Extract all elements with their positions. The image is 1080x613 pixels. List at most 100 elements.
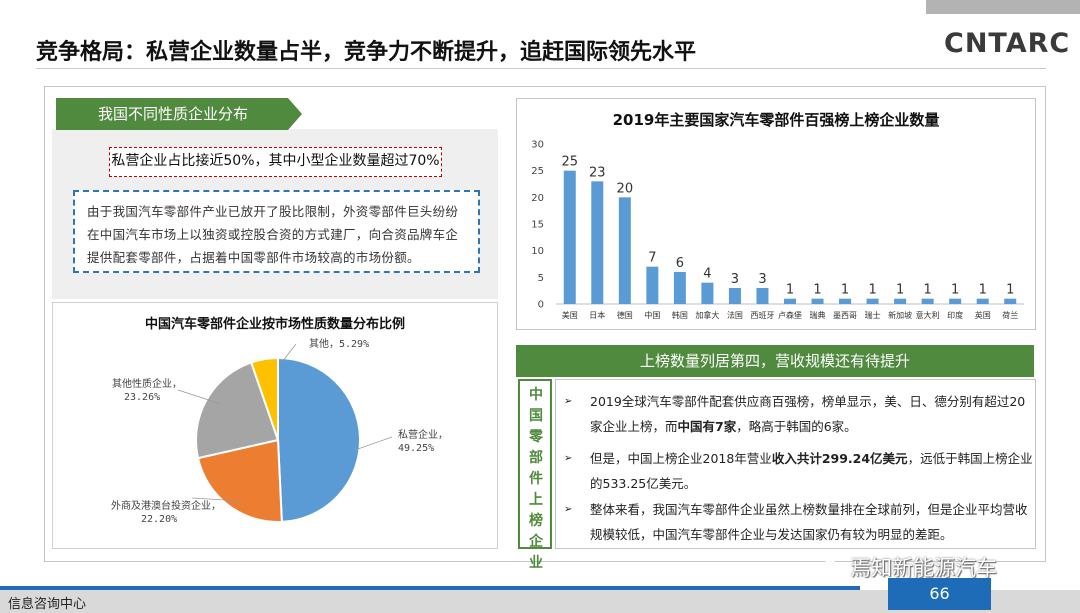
bar-category-label-9: 瑞典 bbox=[810, 310, 826, 320]
bar-value-label-5: 4 bbox=[703, 267, 711, 282]
pie-slice-1 bbox=[196, 438, 283, 523]
bar-y-tick-0: 0 bbox=[538, 300, 544, 311]
bar-4 bbox=[673, 272, 686, 304]
cntarc-logo: CNTARC bbox=[944, 28, 1071, 59]
bar-category-label-0: 美国 bbox=[562, 310, 578, 320]
pie-label-other-value: 5.29% bbox=[339, 339, 370, 350]
watermark: 焉知新能源汽车 bbox=[822, 552, 997, 582]
bar-y-tick-6: 30 bbox=[531, 140, 544, 151]
bar-value-label-15: 1 bbox=[979, 283, 987, 298]
bar-category-label-10: 墨西哥 bbox=[833, 311, 857, 320]
bar-value-label-8: 1 bbox=[786, 283, 794, 298]
bar-1 bbox=[591, 181, 604, 304]
bullet-3-text: 整体来看，我国汽车零部件企业虽然上榜数量排在全球前列，但是企业平均营收规模较低，… bbox=[590, 502, 1028, 542]
pie-label-other-nature-value: 23.26% bbox=[124, 392, 161, 403]
bar-value-label-12: 1 bbox=[896, 283, 904, 298]
bar-chart-title: 2019年主要国家汽车零部件百强榜上榜企业数量 bbox=[612, 111, 940, 129]
bar-category-label-14: 印度 bbox=[947, 310, 963, 320]
bar-6 bbox=[728, 288, 741, 304]
bar-value-label-14: 1 bbox=[951, 283, 959, 298]
pie-label-other-nature: 其他性质企业， 23.26% bbox=[112, 378, 182, 404]
bullet-1-text: 2019全球汽车零部件配套供应商百强榜，榜单显示，美、日、德分别有超过20家企业… bbox=[590, 394, 1026, 434]
ranking-banner: 上榜数量列居第四，营收规模还有待提升 bbox=[516, 345, 1034, 377]
vertical-label-box bbox=[518, 379, 552, 549]
bar-value-label-16: 1 bbox=[1006, 283, 1014, 298]
bar-value-label-6: 3 bbox=[731, 272, 739, 287]
bar-value-label-13: 1 bbox=[924, 283, 932, 298]
bullet-item-1: ➢ 2019全球汽车零部件配套供应商百强榜，榜单显示，美、日、德分别有超过20家… bbox=[564, 389, 1034, 439]
page-number: 66 bbox=[888, 578, 991, 610]
bar-category-label-16: 荷兰 bbox=[1002, 310, 1018, 320]
bar-category-label-11: 瑞士 bbox=[865, 310, 881, 320]
bar-category-label-7: 西班牙 bbox=[750, 310, 774, 320]
bullets-box bbox=[555, 379, 1036, 549]
bar-y-tick-1: 5 bbox=[538, 273, 544, 284]
bar-10 bbox=[839, 298, 852, 304]
pie-label-foreign-name: 外商及港澳台投资企业， bbox=[111, 501, 221, 512]
bar-7 bbox=[756, 288, 769, 304]
bullet-item-3: ➢ 整体来看，我国汽车零部件企业虽然上榜数量排在全球前列，但是企业平均营收规模较… bbox=[564, 497, 1034, 547]
bar-value-label-7: 3 bbox=[758, 272, 766, 287]
footer-bar bbox=[0, 590, 1080, 613]
bar-15 bbox=[976, 298, 989, 304]
bar-value-label-0: 25 bbox=[561, 155, 578, 170]
bullet-2-text-end: ，远低于韩国上榜企业的533.25亿美元。 bbox=[590, 451, 1033, 491]
bar-3 bbox=[646, 266, 659, 304]
bar-2 bbox=[618, 197, 631, 304]
pie-leader-line-0 bbox=[354, 436, 393, 451]
highlight-callout: 私营企业占比接近50%，其中小型企业数量超过70% bbox=[109, 147, 442, 177]
wechat-icon bbox=[822, 560, 844, 577]
watermark-text: 焉知新能源汽车 bbox=[850, 556, 997, 580]
bar-8 bbox=[784, 298, 796, 304]
bar-category-label-1: 日本 bbox=[589, 310, 605, 320]
bar-value-label-9: 1 bbox=[813, 283, 821, 298]
bar-y-tick-5: 25 bbox=[531, 166, 544, 177]
bullet-arrow-icon: ➢ bbox=[564, 396, 573, 407]
bar-9 bbox=[811, 298, 824, 304]
pie-chart bbox=[177, 343, 393, 523]
bar-category-label-3: 中国 bbox=[644, 310, 660, 320]
bar-16 bbox=[1004, 298, 1017, 304]
footer-org-name: 信息咨询中心 bbox=[8, 597, 87, 612]
pie-chart-title: 中国汽车零部件企业按市场性质数量分布比例 bbox=[144, 317, 405, 332]
bar-category-label-5: 加拿大 bbox=[695, 310, 719, 320]
bar-category-label-12: 新加坡 bbox=[888, 310, 912, 320]
bar-value-label-11: 1 bbox=[868, 283, 876, 298]
pie-slice-3 bbox=[249, 356, 279, 441]
title-divider bbox=[36, 68, 1046, 69]
bar-value-label-1: 23 bbox=[589, 165, 606, 180]
pie-label-other: 其他，5.29% bbox=[309, 338, 369, 351]
pie-leader-line-1 bbox=[191, 497, 243, 502]
footer-blue-line bbox=[0, 586, 860, 590]
bar-0 bbox=[563, 170, 576, 304]
pie-slice-0 bbox=[277, 356, 361, 523]
bar-14 bbox=[949, 298, 962, 304]
bar-category-label-8: 卢森堡 bbox=[778, 310, 802, 320]
bar-y-tick-4: 20 bbox=[531, 193, 544, 204]
bar-value-label-4: 6 bbox=[676, 256, 684, 271]
bar-5 bbox=[701, 282, 714, 304]
description-box: 由于我国汽车零部件产业已放开了股比限制，外资零部件巨头纷纷在中国汽车市场上以独资… bbox=[73, 190, 480, 273]
bar-13 bbox=[921, 298, 934, 304]
bar-12 bbox=[894, 298, 907, 304]
vertical-label: 中国零部件上榜企业 bbox=[529, 387, 543, 571]
bar-category-label-13: 意大利 bbox=[916, 310, 940, 320]
pie-label-foreign: 外商及港澳台投资企业， 22.20% bbox=[111, 500, 221, 526]
bar-value-label-2: 20 bbox=[617, 181, 634, 196]
pie-label-private: 私营企业， 49.25% bbox=[398, 429, 448, 455]
bar-category-label-6: 法国 bbox=[727, 310, 743, 320]
section-tab-enterprise-distribution: 我国不同性质企业分布 bbox=[56, 98, 302, 130]
bar-value-label-3: 7 bbox=[648, 251, 656, 266]
bullet-2-text: 但是，中国上榜企业2018年营业 bbox=[590, 451, 772, 466]
bar-chart: 0 5 10 15 20 25 30 25 美国 23 日本 20 德国 7 中国 6 韩国 4 加拿大 3 法国 3 西班… bbox=[531, 140, 1024, 320]
bullet-arrow-icon: ➢ bbox=[564, 453, 573, 464]
bar-y-tick-2: 10 bbox=[531, 246, 544, 257]
bullet-1-text-end: ，略高于韩国的6家。 bbox=[736, 419, 857, 434]
pie-label-other-name: 其他， bbox=[309, 339, 339, 350]
bar-value-label-10: 1 bbox=[841, 283, 849, 298]
page-title: 竞争格局：私营企业数量占半，竞争力不断提升，追赶国际领先水平 bbox=[36, 40, 697, 65]
pie-slice-2 bbox=[195, 361, 280, 460]
bar-y-tick-3: 15 bbox=[531, 220, 544, 231]
bullet-item-2: ➢ 但是，中国上榜企业2018年营业收入共计299.24亿美元，远低于韩国上榜企… bbox=[564, 446, 1034, 496]
pie-label-private-name: 私营企业， bbox=[398, 430, 448, 441]
